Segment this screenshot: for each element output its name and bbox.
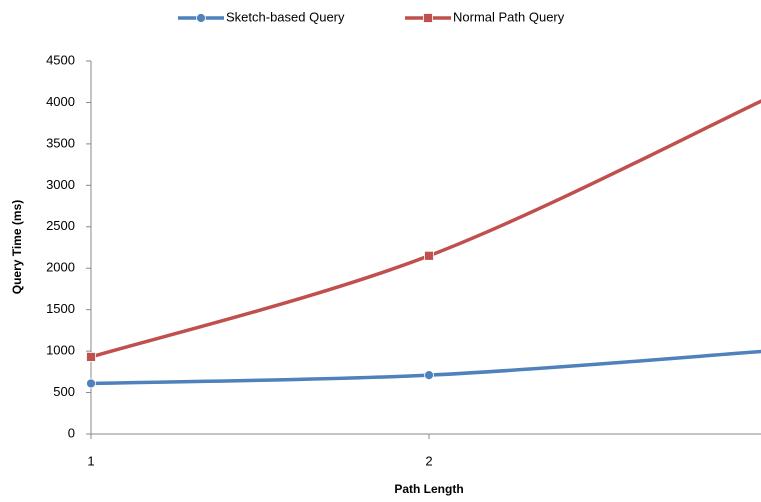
x-tick-label: 2: [425, 453, 432, 468]
x-axis-label: Path Length: [394, 482, 463, 496]
y-tick-label: 1000: [46, 343, 75, 358]
y-tick-label: 2000: [46, 260, 75, 275]
y-tick-label: 500: [53, 384, 75, 399]
y-tick-label: 1500: [46, 301, 75, 316]
y-tick-label: 2500: [46, 218, 75, 233]
legend-marker: [423, 13, 433, 23]
y-axis-label: Query Time (ms): [10, 200, 24, 294]
plot-area: [86, 99, 761, 389]
y-tick-label: 4000: [46, 94, 75, 109]
marker: [86, 352, 96, 362]
y-tick-label: 3000: [46, 177, 75, 192]
legend-label: Sketch-based Query: [226, 9, 345, 24]
legend-label: Normal Path Query: [453, 9, 565, 24]
y-tick-label: 4500: [46, 52, 75, 67]
series-line: [90, 99, 761, 359]
x-tick-label: 1: [87, 453, 94, 468]
y-tick-label: 3500: [46, 135, 75, 150]
y-tick-label: 0: [68, 425, 75, 440]
legend-marker: [196, 13, 206, 23]
marker: [424, 370, 434, 381]
marker: [86, 378, 96, 389]
marker: [424, 250, 434, 261]
